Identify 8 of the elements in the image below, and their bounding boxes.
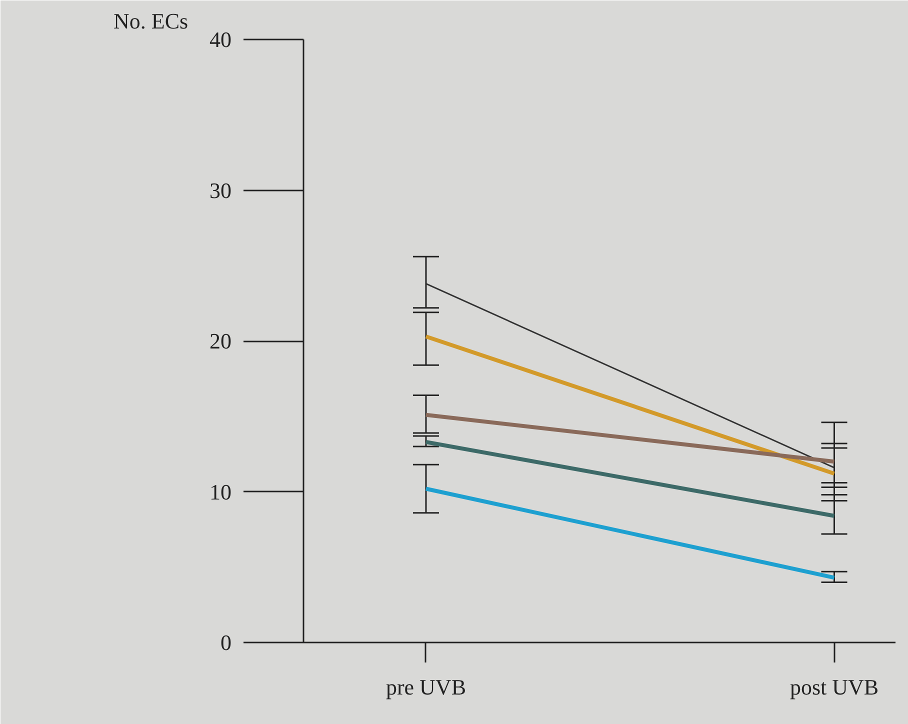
- x-tick-label: pre UVB: [386, 674, 466, 700]
- y-axis-title: No. ECs: [114, 8, 188, 34]
- y-tick-label: 40: [210, 27, 232, 52]
- x-tick-label: post UVB: [790, 674, 879, 700]
- y-tick-label: 0: [220, 630, 232, 655]
- y-tick-label: 20: [210, 328, 232, 354]
- y-tick-label: 30: [210, 178, 232, 203]
- y-tick-label: 10: [210, 479, 232, 504]
